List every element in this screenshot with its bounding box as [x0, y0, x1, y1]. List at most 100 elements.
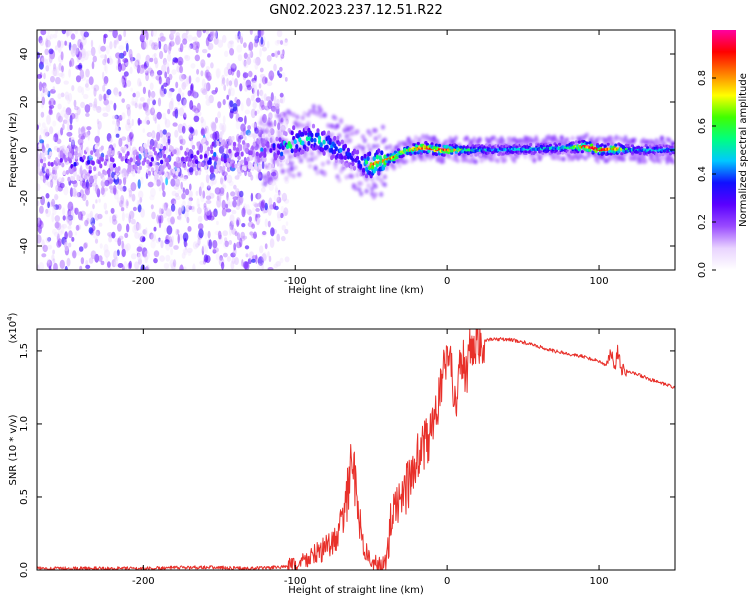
spectrogram-cell [152, 146, 156, 152]
spectrogram-cell [230, 63, 237, 72]
spectrogram-cell [355, 155, 360, 161]
spectrogram-cell [219, 137, 223, 143]
spectrogram-cell [139, 196, 143, 203]
spectrogram-cell [95, 229, 101, 237]
spectrogram-cell [194, 129, 198, 136]
spectrogram-cell [82, 48, 86, 54]
spectrogram-cell [445, 148, 448, 152]
spectrogram-cell [196, 141, 200, 147]
spectrogram-cell [62, 170, 66, 176]
spectrogram-cell [191, 264, 196, 270]
spectrogram-cell [262, 122, 267, 128]
spectrogram-cell [63, 239, 68, 248]
spectrogram-cell [186, 247, 193, 254]
spectrogram-cell [68, 210, 74, 220]
spectrogram-cell [199, 154, 203, 160]
spectrogram-cell [37, 234, 42, 244]
spectrogram-cell [188, 133, 194, 142]
spectrogram-cell [602, 151, 606, 155]
spectrogram-cell [229, 110, 234, 119]
spectrogram-cell [524, 150, 528, 154]
spectrogram-cell [309, 151, 315, 157]
spectrogram-cell [56, 222, 62, 231]
spectrogram-cell [210, 31, 215, 38]
spectrogram-cell [151, 211, 156, 220]
spectrogram-cell [337, 141, 341, 147]
spectrogram-cell [142, 128, 146, 134]
spectrogram-cell [335, 123, 340, 129]
spectrogram-cell [66, 215, 70, 223]
spectrogram-cell [279, 66, 283, 72]
spectrogram-cell [121, 211, 125, 222]
spectrogram-cell [90, 217, 96, 226]
spectrogram-cell [375, 154, 379, 160]
spectrogram-cell [396, 148, 401, 152]
colorbar-tick-label: 0.6 [697, 118, 708, 134]
spectrogram-cell [72, 44, 76, 54]
spectrogram-cell [61, 177, 65, 183]
figure-title: GN02.2023.237.12.51.R22 [269, 3, 443, 18]
spectrogram-cell [142, 253, 147, 258]
spectrogram-cell [231, 220, 236, 225]
spectrogram-cell [240, 231, 245, 239]
spectrogram-cell [263, 152, 267, 158]
spectrogram-cell [302, 111, 307, 117]
spectrogram-cell [264, 77, 268, 84]
spectrogram-cell [99, 243, 103, 249]
spectrogram-cell [100, 145, 104, 151]
spectrogram-cell [217, 101, 222, 109]
spectrogram-cell [109, 41, 113, 50]
spectrogram-cell [491, 148, 493, 152]
spectrogram-cell [229, 48, 235, 56]
spectrogram-cell [125, 213, 130, 219]
spectrogram-cell [174, 192, 180, 197]
spectrogram-cell [159, 255, 166, 262]
spectrogram-cell [54, 221, 60, 229]
spectrogram-cell [163, 82, 168, 88]
spectrogram-cell [386, 162, 390, 166]
spectrogram-cell [65, 118, 71, 125]
spectrogram-cell [377, 148, 381, 154]
spectrogram-cell [168, 219, 174, 226]
spectrogram-cell [220, 175, 224, 186]
spectrogram-cell [254, 87, 258, 97]
spectrogram-cell [280, 212, 284, 219]
spectrogram-cell [86, 217, 90, 225]
spectrogram-cell [151, 42, 156, 50]
spectrogram-cell [155, 238, 161, 244]
spectrogram-cell [150, 157, 154, 162]
spectrogram-cell [411, 139, 417, 145]
spectrogram-cell [300, 123, 305, 129]
spectrogram-cell [58, 46, 62, 54]
spectrogram-cell [246, 84, 252, 91]
spectrogram-cell [235, 151, 240, 157]
spectrogram-cell [255, 97, 261, 103]
spectrogram-cell [261, 161, 265, 170]
spectrogram-cell [219, 255, 224, 261]
spectrogram-cell [163, 202, 168, 212]
spectrogram-cell [599, 148, 601, 152]
spectrogram-cell [37, 157, 41, 163]
snr-y-tick-label: 0.5 [19, 489, 30, 505]
spectrogram-cell [542, 147, 545, 151]
spectrogram-cell [144, 153, 148, 158]
spectrogram-cell [112, 163, 117, 169]
spectrogram-cell [150, 204, 154, 210]
spectrogram-cell [41, 152, 45, 158]
spectrogram-cell [105, 45, 110, 55]
spectrogram-cell [75, 115, 79, 123]
spectrogram-cell [163, 145, 167, 151]
spectrogram-cell [56, 138, 62, 145]
spectrogram-cell [158, 170, 162, 176]
spectrogram-cell [138, 258, 142, 265]
spectrogram-cell [240, 159, 244, 165]
spectrogram-cell [251, 122, 257, 128]
spectrogram-ridge [37, 123, 675, 183]
spectrogram-cell [106, 169, 110, 175]
spectrogram-cell [75, 75, 82, 83]
spectrogram-cell [226, 157, 230, 163]
spectrogram-cell [48, 54, 53, 64]
spectrogram-cell [254, 110, 258, 116]
spectrogram-cell [211, 90, 217, 95]
